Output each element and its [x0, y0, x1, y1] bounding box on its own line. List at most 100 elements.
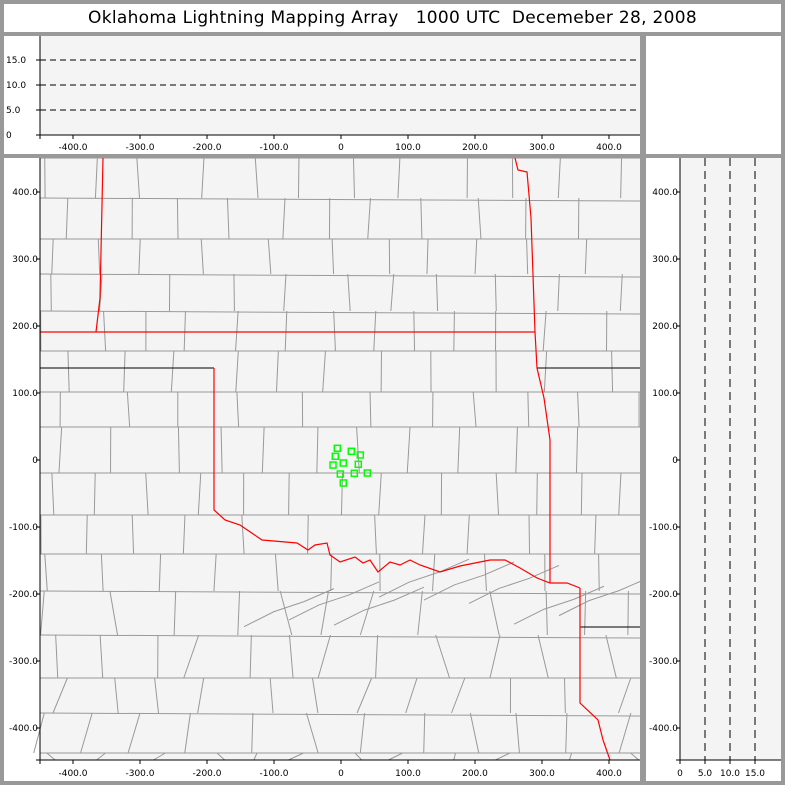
state-border-red — [514, 158, 536, 333]
lightning-source-marker — [350, 469, 359, 478]
county-line — [618, 472, 622, 516]
county-line — [136, 158, 140, 199]
y-tick-label: -100.0 — [9, 523, 38, 533]
x-tick-label: -200.0 — [192, 769, 221, 779]
county-line — [173, 590, 177, 636]
county-line — [39, 197, 640, 202]
county-line — [542, 310, 547, 352]
y-tick-label: -100.0 — [649, 523, 678, 533]
county-line — [94, 158, 98, 199]
county-line — [282, 197, 286, 240]
x-tick-label: -400.0 — [58, 769, 87, 779]
county-line — [378, 472, 382, 516]
y-tick-label: 300.0 — [652, 255, 678, 265]
county-line — [123, 350, 126, 393]
county-line — [114, 677, 119, 714]
county-line — [235, 350, 239, 393]
county-line — [233, 273, 235, 312]
page-title: Oklahoma Lightning Mapping Array 1000 UT… — [4, 4, 781, 32]
county-line — [472, 391, 477, 428]
county-line — [457, 426, 461, 474]
county-line — [93, 472, 96, 516]
altitude-x-plot: 0 5.0 10.0 15.0 -400.0 -300.0 -200.0 -100.0 0 100… — [6, 36, 640, 153]
county-line — [495, 472, 500, 516]
county-line — [474, 238, 478, 275]
county-line — [584, 590, 587, 636]
county-line — [127, 712, 141, 754]
county-line — [584, 238, 588, 275]
y-tick-label: -200.0 — [649, 590, 678, 600]
y-tick-label: 300.0 — [12, 255, 38, 265]
county-line — [374, 514, 377, 555]
county-line — [537, 634, 549, 679]
county-line — [359, 590, 375, 636]
county-line — [145, 472, 149, 516]
county-line — [267, 238, 272, 275]
lightning-source-marker — [339, 459, 348, 467]
county-line — [40, 590, 45, 636]
county-line — [288, 752, 304, 761]
county-line — [200, 238, 204, 275]
lightning-source-marker — [331, 452, 340, 461]
x-tick-label: 100.0 — [395, 769, 421, 779]
county-line — [435, 273, 439, 312]
y-tick-label: 0 — [32, 456, 38, 466]
y-tick-label: -300.0 — [649, 657, 678, 667]
x-tick-label: -400.0 — [58, 143, 87, 153]
county-line — [627, 590, 629, 636]
county-line — [577, 391, 580, 428]
county-line — [279, 590, 293, 636]
x-tick-label: -100.0 — [259, 769, 288, 779]
county-line — [153, 752, 166, 761]
county-line — [618, 677, 632, 714]
county-line — [138, 238, 141, 275]
x-tick-label: 100.0 — [395, 143, 421, 153]
altitude-y-plot: 400.0 300.0 200.0 100.0 0 -100.0 -200.0 -300.0 -… — [649, 158, 781, 779]
county-line — [236, 391, 240, 428]
y-tick-label: 400.0 — [12, 188, 38, 198]
county-line — [489, 590, 500, 636]
county-line — [39, 273, 640, 278]
county-line — [451, 677, 466, 714]
county-line — [565, 712, 568, 754]
county-line — [359, 712, 366, 754]
county-line — [388, 752, 403, 761]
county-line — [126, 391, 131, 428]
county-line — [316, 426, 319, 474]
x-tick-label: 0 — [677, 769, 683, 779]
county-line — [397, 158, 401, 199]
county-line — [373, 310, 377, 352]
county-line — [182, 514, 186, 555]
county-line — [154, 677, 160, 714]
county-line — [65, 197, 69, 240]
county-line — [103, 310, 107, 352]
y-tick-label: -400.0 — [9, 724, 38, 734]
county-line — [477, 197, 482, 240]
county-line — [466, 514, 470, 555]
county-line — [39, 590, 640, 595]
x-tick-label: 10.0 — [720, 769, 740, 779]
county-line — [177, 426, 180, 474]
county-line — [619, 273, 623, 312]
state-border-red — [95, 158, 104, 333]
x-tick-label: 400.0 — [596, 143, 622, 153]
lightning-source-marker — [363, 469, 372, 477]
x-tick-label: -300.0 — [125, 769, 154, 779]
county-line — [453, 752, 457, 761]
x-tick-label: -300.0 — [125, 143, 154, 153]
altitude-vs-x-panel: 0 5.0 10.0 15.0 -400.0 -300.0 -200.0 -100.0 0 100… — [4, 36, 640, 154]
county-line — [417, 590, 423, 636]
county-line — [423, 561, 515, 601]
y-tick-label: 15.0 — [6, 56, 26, 66]
county-line — [97, 238, 101, 275]
county-line — [237, 590, 241, 636]
county-line — [356, 677, 373, 714]
county-line — [605, 634, 617, 679]
county-line — [557, 158, 561, 199]
county-line — [330, 553, 333, 592]
county-line — [356, 426, 360, 474]
county-line — [352, 158, 355, 199]
county-line — [543, 350, 548, 393]
county-line — [575, 426, 579, 474]
county-line — [405, 677, 418, 714]
